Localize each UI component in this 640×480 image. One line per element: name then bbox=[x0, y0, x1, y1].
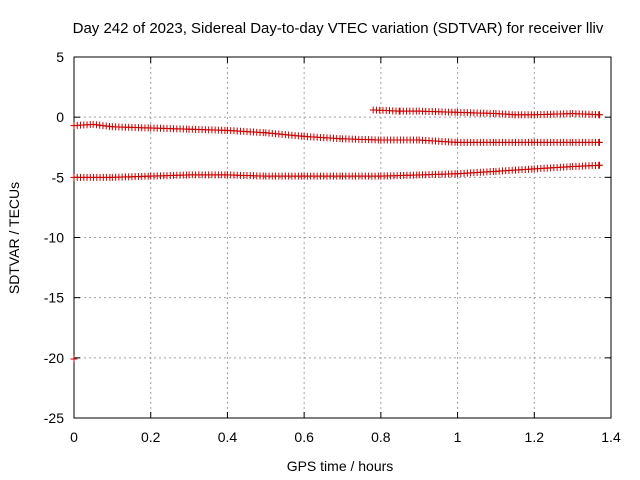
series-track-1 bbox=[70, 120, 603, 146]
y-tick-label: -5 bbox=[52, 169, 65, 185]
grid-lines bbox=[74, 57, 611, 418]
chart-title: Day 242 of 2023, Sidereal Day-to-day VTE… bbox=[73, 20, 604, 37]
y-tick-label: 0 bbox=[56, 109, 64, 125]
y-axis-label: SDTVAR / TECUs bbox=[6, 182, 22, 294]
y-tick-label: -15 bbox=[44, 290, 64, 306]
x-tick-label: 1.4 bbox=[601, 429, 621, 445]
series-outlier bbox=[70, 355, 78, 363]
x-tick-label: 0.4 bbox=[218, 429, 238, 445]
x-tick-label: 0.6 bbox=[294, 429, 314, 445]
x-tick-label: 0.2 bbox=[141, 429, 161, 445]
y-tick-label: -25 bbox=[44, 410, 64, 426]
x-tick-label: 0 bbox=[70, 429, 78, 445]
x-tick-label: 1 bbox=[454, 429, 462, 445]
data-point bbox=[595, 161, 603, 169]
y-tick-label: -10 bbox=[44, 230, 64, 246]
y-tick-label: -20 bbox=[44, 350, 64, 366]
data-points bbox=[70, 106, 603, 363]
series-track-2 bbox=[70, 161, 603, 181]
axis-ticks: 0 0.2 0.4 0.6 0.8 1 1.2 1.4 -25 -20 -15 -10 -5 0 5 bbox=[44, 49, 621, 445]
x-axis-label: GPS time / hours bbox=[287, 458, 394, 474]
y-tick-label: 5 bbox=[56, 49, 64, 65]
data-point bbox=[595, 111, 603, 119]
data-point bbox=[595, 138, 603, 146]
data-point bbox=[70, 355, 78, 363]
series-track-3 bbox=[369, 106, 603, 119]
x-tick-label: 0.8 bbox=[371, 429, 391, 445]
x-tick-label: 1.2 bbox=[525, 429, 545, 445]
